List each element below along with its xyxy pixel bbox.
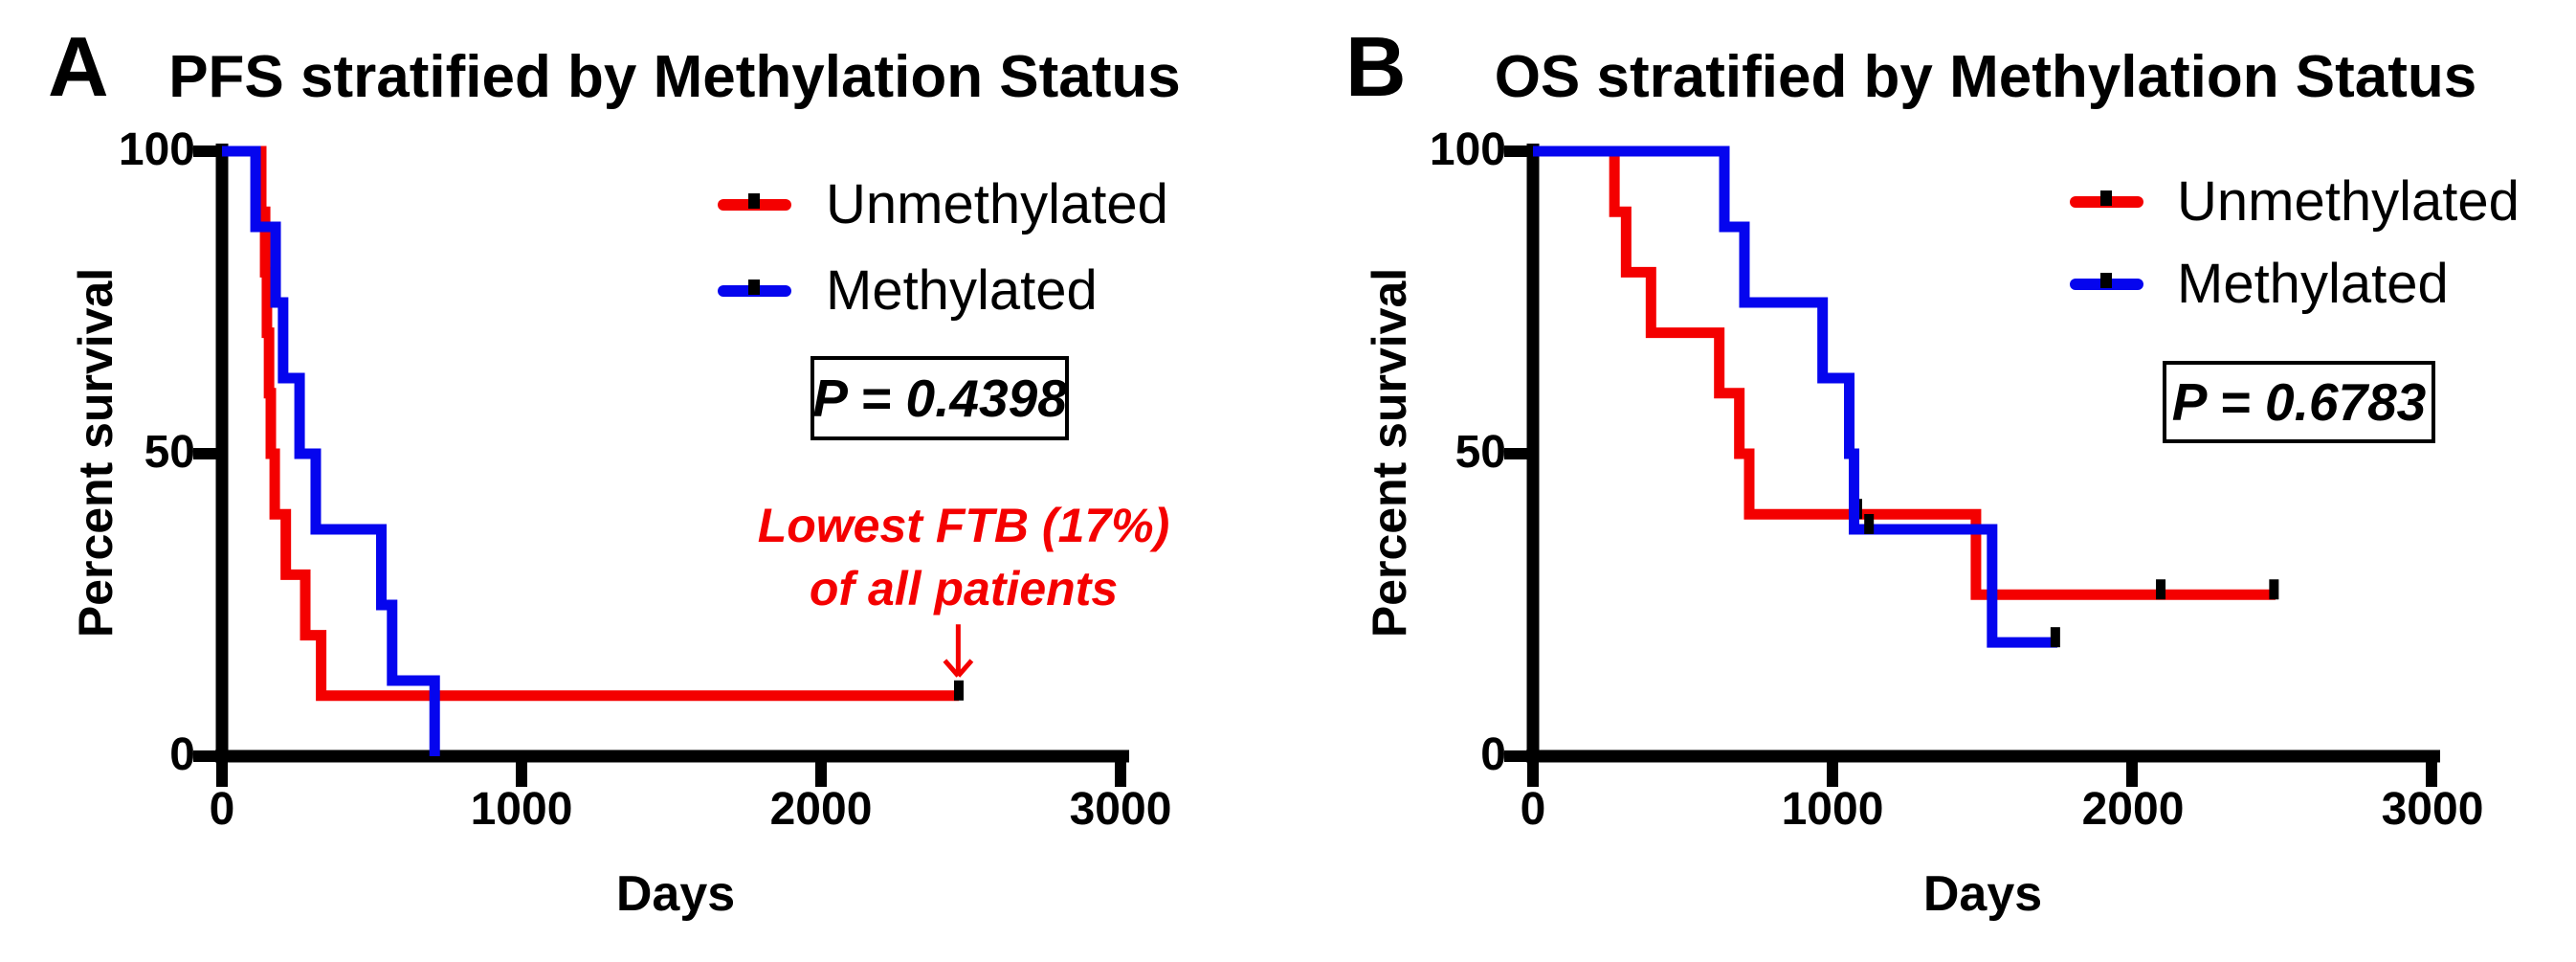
panel-a-xtick-1000: 1000	[470, 784, 573, 835]
panel-a-letter: A	[48, 19, 109, 114]
panel-a-xtick-0: 0	[209, 784, 235, 835]
censor-tick-icon	[748, 280, 760, 295]
panel-b-ytick-100: 100	[1429, 124, 1506, 175]
methylated-line-marker	[718, 280, 791, 297]
panel-b-letter: B	[1345, 19, 1407, 114]
annotation-line-1: Lowest FTB (17%)	[757, 499, 1170, 552]
unmethylated-line-marker	[718, 193, 791, 211]
panel-a-annotation: Lowest FTB (17%) of all patients	[670, 494, 1257, 620]
panel-b-xtick-0: 0	[1520, 784, 1546, 835]
legend-item-unmethylated: Unmethylated	[718, 173, 1168, 236]
legend-label: Unmethylated	[826, 173, 1168, 235]
legend-label: Unmethylated	[2177, 170, 2520, 233]
legend-label: Methylated	[2177, 253, 2449, 315]
panel-a-pvalue-box: P = 0.4398	[811, 356, 1069, 440]
panel-a-x-axis-label: Days	[615, 866, 736, 922]
legend-item-methylated: Methylated	[718, 259, 1098, 323]
panel-a-ytick-100: 100	[118, 124, 195, 175]
legend-item-unmethylated: Unmethylated	[2070, 170, 2520, 234]
panel-a-xtick-3000: 3000	[1069, 784, 1172, 835]
censor-tick-icon	[2100, 273, 2112, 288]
panel-b-pvalue-box: P = 0.6783	[2163, 361, 2435, 443]
panel-b-xtick-1000: 1000	[1781, 784, 1884, 835]
panel-b-xtick-2000: 2000	[2081, 784, 2185, 835]
annotation-line-2: of all patients	[809, 562, 1119, 615]
panel-a-xtick-2000: 2000	[769, 784, 873, 835]
panel-a-title: PFS stratified by Methylation Status	[168, 44, 1181, 110]
panel-a-ytick-50: 50	[144, 427, 195, 478]
panel-b-title: OS stratified by Methylation Status	[1494, 44, 2477, 110]
panel-a-pvalue-text: P = 0.4398	[812, 368, 1067, 428]
panel-b-x-axis-label: Days	[1922, 866, 2043, 922]
methylated-line-marker	[2070, 273, 2143, 290]
legend-item-methylated: Methylated	[2070, 253, 2449, 316]
censor-tick-icon	[748, 193, 760, 209]
panel-b-ytick-50: 50	[1455, 427, 1506, 478]
censor-tick-icon	[2100, 190, 2112, 206]
panel-b-ytick-0: 0	[1480, 729, 1506, 780]
legend-label: Methylated	[826, 259, 1098, 322]
panel-b-pvalue-text: P = 0.6783	[2171, 371, 2427, 432]
panel-a-ytick-0: 0	[169, 729, 195, 780]
unmethylated-line-marker	[2070, 190, 2143, 208]
panel-b-xtick-3000: 3000	[2381, 784, 2484, 835]
